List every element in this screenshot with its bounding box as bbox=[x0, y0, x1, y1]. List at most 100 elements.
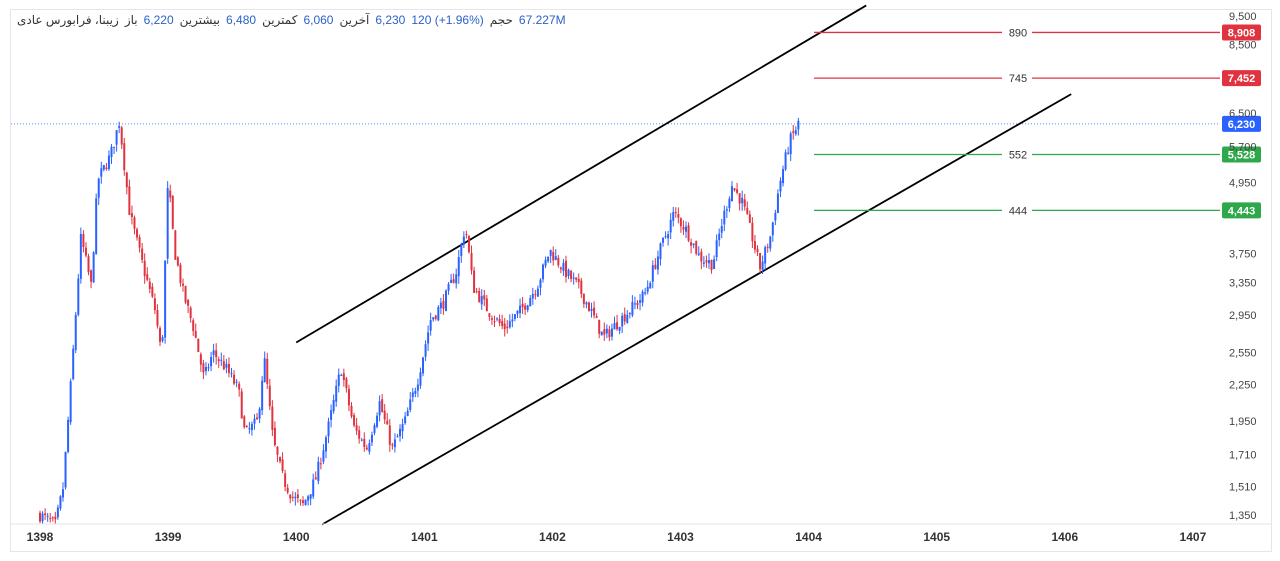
candle-body bbox=[590, 308, 593, 311]
candle-body bbox=[332, 399, 335, 412]
candle-body bbox=[587, 302, 590, 312]
candle-body bbox=[432, 317, 435, 320]
candle-body bbox=[105, 167, 108, 169]
candle-body bbox=[600, 331, 603, 336]
candle-body bbox=[623, 314, 626, 322]
candle-body bbox=[276, 446, 279, 455]
level-tag-label: 5,528 bbox=[1228, 149, 1256, 161]
candle-body bbox=[322, 450, 325, 462]
candle-body bbox=[128, 186, 131, 215]
y-tick-label: 3,750 bbox=[1229, 249, 1257, 261]
candle-body bbox=[97, 178, 100, 198]
candle-body bbox=[156, 310, 159, 326]
candle-body bbox=[235, 381, 238, 383]
legend-last: 6,230 bbox=[375, 13, 406, 27]
candle-body bbox=[746, 207, 749, 214]
candle-body bbox=[723, 210, 726, 225]
candle-body bbox=[92, 252, 95, 283]
candle-body bbox=[667, 234, 670, 239]
candle-body bbox=[95, 198, 98, 254]
candle-body bbox=[462, 236, 465, 245]
candle-body bbox=[337, 374, 340, 387]
candle-body bbox=[450, 279, 453, 284]
candle-body bbox=[664, 236, 667, 238]
candle-body bbox=[473, 270, 476, 293]
candle-body bbox=[301, 500, 304, 504]
candle-body bbox=[136, 229, 139, 238]
legend-open-label: باز bbox=[124, 13, 138, 27]
candle-body bbox=[120, 127, 123, 145]
candle-body bbox=[376, 415, 379, 427]
candle-body bbox=[662, 237, 665, 243]
candle-body bbox=[782, 169, 785, 184]
candle-body bbox=[427, 332, 430, 344]
current-price-layer: 6,230 bbox=[11, 115, 1261, 132]
candle-body bbox=[296, 494, 299, 499]
level-label: 890 bbox=[1009, 27, 1027, 39]
candle-body bbox=[577, 278, 580, 283]
candle-body bbox=[695, 241, 698, 254]
candle-body bbox=[547, 256, 550, 262]
candle-body bbox=[769, 236, 772, 249]
candle-body bbox=[542, 264, 545, 280]
candle-body bbox=[225, 363, 228, 368]
candle-body bbox=[90, 270, 93, 282]
y-tick-label: 4,950 bbox=[1229, 178, 1257, 190]
candle-body bbox=[263, 358, 266, 383]
candle-body bbox=[368, 443, 371, 452]
candle-body bbox=[564, 260, 567, 278]
candle-body bbox=[467, 236, 470, 253]
candle-body bbox=[388, 425, 391, 445]
candle-body bbox=[761, 261, 764, 270]
candle-body bbox=[314, 477, 317, 480]
candle-body bbox=[759, 253, 762, 270]
candle-body bbox=[184, 286, 187, 303]
candle-body bbox=[345, 378, 348, 389]
candle-body bbox=[621, 315, 624, 327]
candle-body bbox=[736, 189, 739, 193]
candle-body bbox=[792, 131, 795, 133]
legend-high: 6,480 bbox=[226, 13, 257, 27]
candle-body bbox=[572, 277, 575, 279]
candle-body bbox=[720, 226, 723, 233]
candle-body bbox=[169, 190, 172, 198]
candle-body bbox=[340, 374, 343, 376]
candle-body bbox=[335, 385, 338, 402]
x-tick-label: 1407 bbox=[1180, 530, 1207, 544]
channel-upper-line bbox=[295, 4, 867, 344]
candle-body bbox=[631, 302, 634, 316]
candle-body bbox=[391, 444, 394, 446]
candle-body bbox=[434, 315, 437, 319]
candle-body bbox=[764, 247, 767, 264]
candle-body bbox=[498, 318, 501, 324]
candle-body bbox=[674, 212, 677, 214]
x-tick-label: 1398 bbox=[27, 530, 54, 544]
candle-body bbox=[217, 359, 220, 362]
candle-body bbox=[46, 515, 49, 517]
candle-body bbox=[100, 168, 103, 177]
x-tick-label: 1402 bbox=[539, 530, 566, 544]
y-axis: 9,500 8,500 6,500 5,700 4,950 3,750 3,350 2,950… bbox=[1229, 11, 1257, 522]
candle-body bbox=[258, 408, 261, 419]
candle-body bbox=[77, 278, 80, 315]
candle-body bbox=[690, 242, 693, 246]
candle-body bbox=[485, 298, 488, 312]
candle-body bbox=[452, 279, 455, 283]
candle-body bbox=[672, 212, 675, 221]
candle-body bbox=[552, 251, 555, 261]
candle-body bbox=[312, 479, 315, 497]
candle-body bbox=[549, 249, 552, 256]
candle-body bbox=[480, 296, 483, 305]
level-label: 745 bbox=[1009, 73, 1027, 85]
candle-body bbox=[424, 344, 427, 357]
candle-body bbox=[753, 241, 756, 250]
candle-body bbox=[465, 234, 468, 236]
candle-body bbox=[575, 277, 578, 280]
candle-body bbox=[409, 399, 412, 410]
candle-body bbox=[521, 303, 524, 307]
candle-body bbox=[153, 298, 156, 311]
candle-body bbox=[700, 251, 703, 262]
candle-body bbox=[146, 274, 149, 280]
candle-body bbox=[654, 264, 657, 269]
